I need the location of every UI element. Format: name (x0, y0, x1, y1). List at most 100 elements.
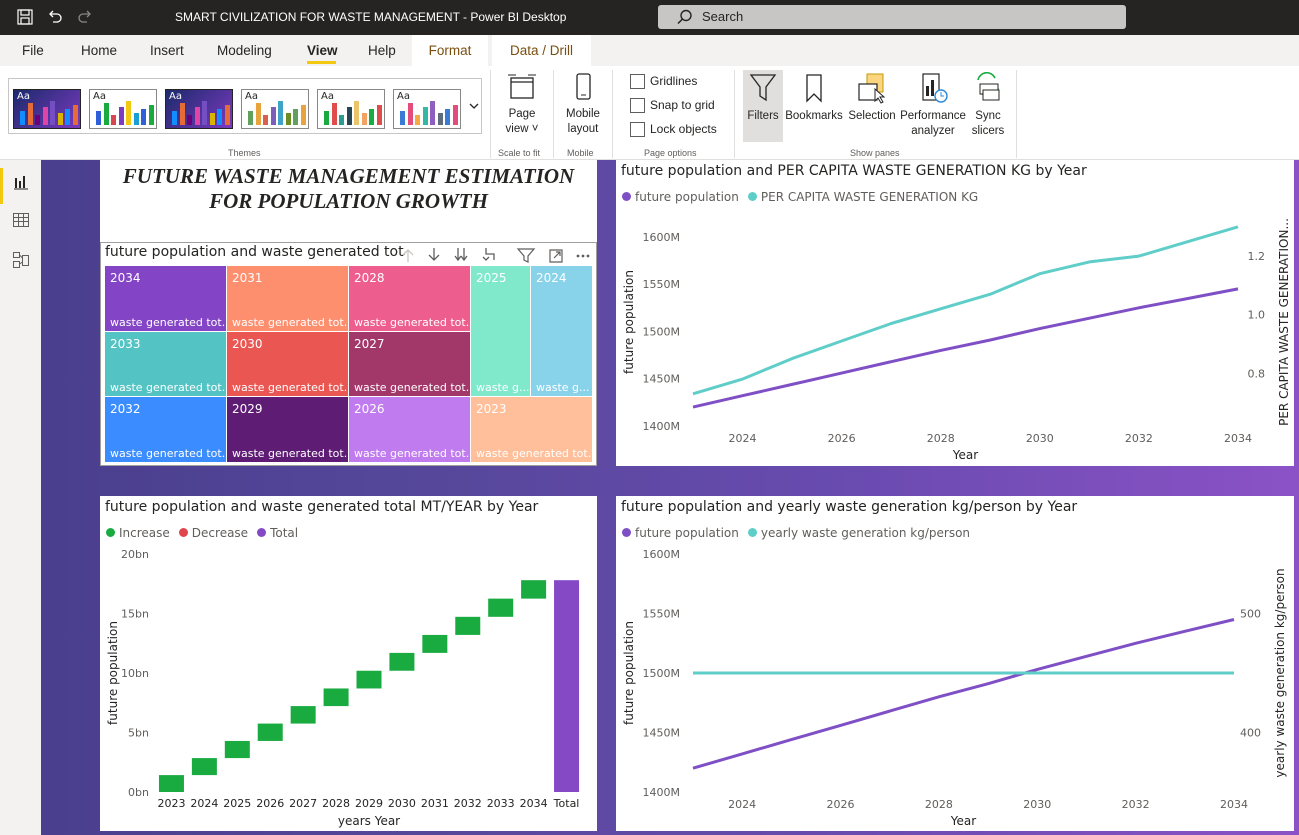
treemap-cell-2026[interactable]: 2026 waste generated tot... (349, 397, 470, 462)
gridlines-checkbox[interactable]: Gridlines (630, 74, 697, 90)
save-icon[interactable] (16, 8, 34, 26)
legend-item-yearly-waste[interactable]: yearly waste generation kg/person (747, 526, 970, 540)
legend-item-population[interactable]: future population (622, 526, 739, 540)
performance-label: Performance (900, 110, 966, 122)
theme-option[interactable]: Aa (89, 89, 157, 129)
performance-analyzer-button[interactable]: Performance analyzer (900, 72, 966, 139)
menu-modeling[interactable]: Modeling (217, 43, 272, 58)
search-box[interactable]: Search (658, 5, 1126, 29)
sync-slicers-button[interactable]: Sync slicers (966, 72, 1010, 139)
mobile-icon (576, 73, 591, 100)
theme-bar (194, 107, 200, 125)
snap-to-grid-checkbox[interactable]: Snap to grid (630, 98, 715, 114)
theme-bar (35, 115, 40, 125)
waterfall-bar-2025 (224, 740, 250, 759)
legend-item-per-capita[interactable]: PER CAPITA WASTE GENERATION KG (747, 190, 978, 204)
drill-up-icon[interactable] (402, 249, 414, 262)
treemap-cell-2029[interactable]: 2029 waste generated tot... (227, 397, 348, 462)
theme-option[interactable]: Aa (13, 89, 81, 129)
treemap-visual[interactable]: future population and waste generated to… (100, 240, 597, 466)
menu-insert[interactable]: Insert (150, 43, 184, 58)
waterfall-bar-2033 (488, 598, 514, 617)
series-line-secondary (692, 225, 1239, 396)
legend-item-population[interactable]: future population (622, 190, 739, 204)
treemap-cell-2024[interactable]: 2024 waste g... (531, 266, 592, 396)
lock-objects-checkbox[interactable]: Lock objects (630, 122, 717, 138)
themes-group-label: Themes (228, 148, 261, 158)
treemap-cell-2031[interactable]: 2031 waste generated tot... (227, 266, 348, 331)
report-view-icon[interactable] (11, 172, 31, 192)
menu-data-drill[interactable]: Data / Drill (492, 35, 591, 66)
filter-icon (749, 74, 777, 102)
page-view-button[interactable]: Page view ˅ (498, 72, 546, 137)
filters-label: Filters (747, 110, 779, 122)
theme-bar (103, 103, 109, 125)
chart1-legend: future population PER CAPITA WASTE GENERA… (622, 190, 987, 204)
legend-label: Decrease (191, 526, 249, 540)
filter-icon[interactable] (516, 248, 536, 263)
legend-item-increase[interactable]: Increase (106, 526, 170, 540)
per-capita-line-chart[interactable]: future population and PER CAPITA WASTE G… (616, 160, 1294, 466)
legend-dot (178, 528, 188, 537)
treemap-cell-2030[interactable]: 2030 waste generated tot... (227, 331, 348, 396)
series-line-population (692, 287, 1239, 409)
bookmarks-button[interactable]: Bookmarks (784, 72, 844, 124)
yearly-waste-line-chart[interactable]: future population and yearly waste gener… (616, 496, 1294, 831)
treemap-cell-2027[interactable]: 2027 waste generated tot... (349, 331, 470, 396)
treemap-cell-label: waste g... (536, 381, 590, 394)
nav-active-indicator (0, 168, 3, 204)
waterfall-bar-2023 (158, 775, 184, 792)
theme-bar (263, 115, 268, 125)
model-view-icon[interactable] (11, 250, 31, 270)
waterfall-bar-2031 (422, 634, 448, 653)
visual-header-icons (402, 248, 590, 263)
sync-label-2: slicers (971, 125, 1005, 137)
more-options-icon[interactable] (576, 254, 590, 258)
drill-down-icon[interactable] (428, 248, 440, 261)
focus-mode-icon[interactable] (549, 249, 563, 263)
treemap-cell-2028[interactable]: 2028 waste generated tot... (349, 266, 470, 331)
active-tab-indicator (307, 61, 336, 64)
filters-button[interactable]: Filters (743, 72, 783, 124)
menu-view[interactable]: View (307, 43, 338, 58)
treemap-cell-2023[interactable]: 2023 waste generated tot... (471, 397, 592, 462)
theme-bar (422, 107, 428, 125)
theme-option[interactable]: Aa (241, 89, 309, 129)
theme-option[interactable]: Aa (317, 89, 385, 129)
y-tick-label: 15bn (121, 608, 149, 621)
redo-icon[interactable] (76, 8, 94, 26)
waterfall-bar-2027 (290, 706, 316, 724)
treemap-cell-2025[interactable]: 2025 waste g... (471, 266, 530, 396)
x-tick-label: 2032 (1125, 432, 1153, 445)
theme-option[interactable]: Aa (165, 89, 233, 129)
menu-home[interactable]: Home (81, 43, 118, 58)
theme-bar (400, 111, 405, 125)
expand-all-icon[interactable] (454, 248, 468, 262)
x-axis-title: Year (952, 448, 978, 462)
treemap-cell-2034[interactable]: 2034 waste generated tot... (105, 266, 226, 331)
selection-button[interactable]: Selection (846, 72, 898, 124)
legend-item-decrease[interactable]: Decrease (178, 526, 249, 540)
data-view-icon[interactable] (11, 210, 31, 230)
theme-bar (217, 109, 222, 125)
menu-help[interactable]: Help (368, 43, 396, 58)
menu-file[interactable]: File (22, 43, 44, 58)
treemap-cell-2032[interactable]: 2032 waste generated tot... (105, 397, 226, 462)
page-options-label: Page options (644, 148, 697, 158)
x-tick-label: 2032 (1122, 798, 1150, 811)
y-axis-title: future population (106, 621, 120, 725)
theme-aa: Aa (169, 91, 182, 102)
chevron-down-icon[interactable] (466, 84, 482, 128)
x-axis-title: Year (950, 814, 976, 828)
waterfall-chart[interactable]: future population and waste generated to… (100, 496, 597, 831)
theme-option[interactable]: Aa (393, 89, 461, 129)
undo-icon[interactable] (46, 8, 64, 26)
treemap-cell-2033[interactable]: 2033 waste generated tot... (105, 331, 226, 396)
menu-format[interactable]: Format (412, 35, 488, 66)
x-tick-label: 2025 (223, 797, 251, 810)
report-title-card[interactable]: FUTURE WASTE MANAGEMENT ESTIMATION FOR P… (100, 160, 597, 240)
legend-item-total[interactable]: Total (257, 526, 298, 540)
expand-level-icon[interactable] (482, 248, 495, 261)
treemap-cell-year: 2026 (354, 402, 385, 416)
mobile-layout-button[interactable]: Mobile layout (560, 72, 606, 137)
